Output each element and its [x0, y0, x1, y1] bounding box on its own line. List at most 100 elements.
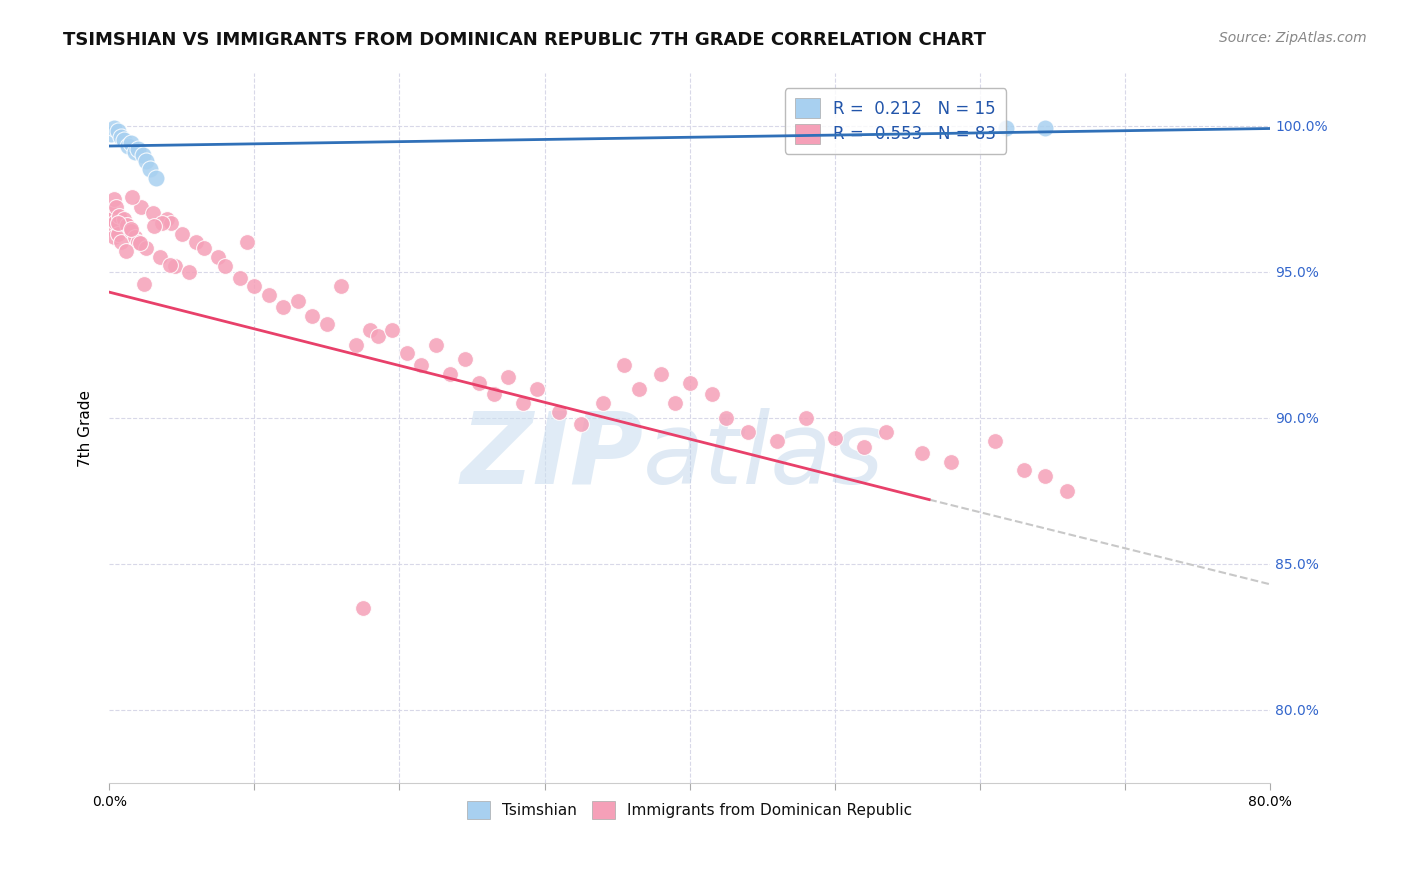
Point	[101, 212, 124, 227]
Point	[257, 288, 280, 302]
Point	[679, 376, 702, 390]
Text: TSIMSHIAN VS IMMIGRANTS FROM DOMINICAN REPUBLIC 7TH GRADE CORRELATION CHART: TSIMSHIAN VS IMMIGRANTS FROM DOMINICAN R…	[63, 31, 986, 49]
Point	[714, 410, 737, 425]
Point	[367, 329, 389, 343]
Point	[1033, 121, 1056, 136]
Text: atlas: atlas	[644, 408, 884, 505]
Point	[983, 434, 1005, 449]
Point	[482, 387, 505, 401]
Point	[766, 434, 789, 449]
Point	[794, 410, 817, 425]
Point	[163, 259, 186, 273]
Point	[1012, 463, 1035, 477]
Point	[236, 235, 259, 250]
Point	[526, 382, 548, 396]
Point	[103, 229, 125, 244]
Point	[145, 171, 167, 186]
Point	[115, 218, 138, 232]
Point	[110, 130, 132, 145]
Point	[214, 259, 236, 273]
Point	[548, 405, 571, 419]
Point	[142, 206, 165, 220]
Point	[121, 190, 143, 204]
Point	[124, 229, 146, 244]
Point	[112, 212, 135, 227]
Point	[229, 270, 252, 285]
Point	[207, 250, 229, 264]
Point	[650, 367, 672, 381]
Point	[135, 241, 157, 255]
Point	[824, 431, 846, 445]
Point	[344, 337, 367, 351]
Point	[120, 222, 142, 236]
Point	[107, 227, 129, 241]
Point	[150, 216, 173, 230]
Point	[139, 162, 162, 177]
Point	[104, 215, 127, 229]
Point	[737, 425, 759, 440]
Point	[425, 337, 447, 351]
Point	[359, 323, 381, 337]
Point	[439, 367, 461, 381]
Point	[143, 219, 166, 233]
Point	[995, 121, 1018, 136]
Point	[498, 370, 520, 384]
Point	[108, 209, 131, 223]
Point	[1056, 483, 1078, 498]
Point	[627, 382, 650, 396]
Point	[613, 358, 636, 372]
Point	[131, 148, 153, 162]
Text: ZIP: ZIP	[460, 408, 644, 505]
Point	[127, 142, 149, 156]
Point	[512, 396, 534, 410]
Point	[103, 192, 125, 206]
Point	[700, 387, 723, 401]
Point	[911, 446, 934, 460]
Point	[156, 212, 179, 227]
Point	[117, 139, 139, 153]
Point	[243, 279, 266, 293]
Point	[170, 227, 193, 241]
Point	[875, 425, 897, 440]
Point	[103, 121, 125, 136]
Text: Source: ZipAtlas.com: Source: ZipAtlas.com	[1219, 31, 1367, 45]
Point	[316, 318, 339, 332]
Point	[100, 128, 122, 142]
Y-axis label: 7th Grade: 7th Grade	[79, 390, 93, 467]
Point	[107, 124, 129, 138]
Point	[193, 241, 215, 255]
Point	[852, 440, 875, 454]
Point	[287, 293, 309, 308]
Point	[100, 220, 122, 235]
Point	[1033, 469, 1056, 483]
Point	[105, 201, 128, 215]
Point	[273, 300, 295, 314]
Point	[939, 455, 962, 469]
Point	[664, 396, 686, 410]
Point	[186, 235, 208, 250]
Point	[149, 250, 172, 264]
Point	[127, 235, 149, 250]
Point	[107, 216, 129, 230]
Point	[381, 323, 404, 337]
Point	[468, 376, 491, 390]
Point	[124, 145, 146, 159]
Point	[177, 265, 200, 279]
Point	[132, 277, 155, 291]
Point	[114, 244, 136, 258]
Point	[120, 136, 142, 150]
Point	[395, 346, 418, 360]
Point	[569, 417, 592, 431]
Point	[100, 206, 122, 220]
Point	[160, 216, 183, 230]
Point	[129, 201, 152, 215]
Point	[352, 600, 374, 615]
Point	[112, 133, 135, 147]
Point	[330, 279, 353, 293]
Point	[592, 396, 614, 410]
Point	[135, 153, 157, 168]
Point	[301, 309, 323, 323]
Point	[159, 258, 181, 272]
Legend: Tsimshian, Immigrants from Dominican Republic: Tsimshian, Immigrants from Dominican Rep…	[461, 796, 918, 825]
Point	[120, 224, 142, 238]
